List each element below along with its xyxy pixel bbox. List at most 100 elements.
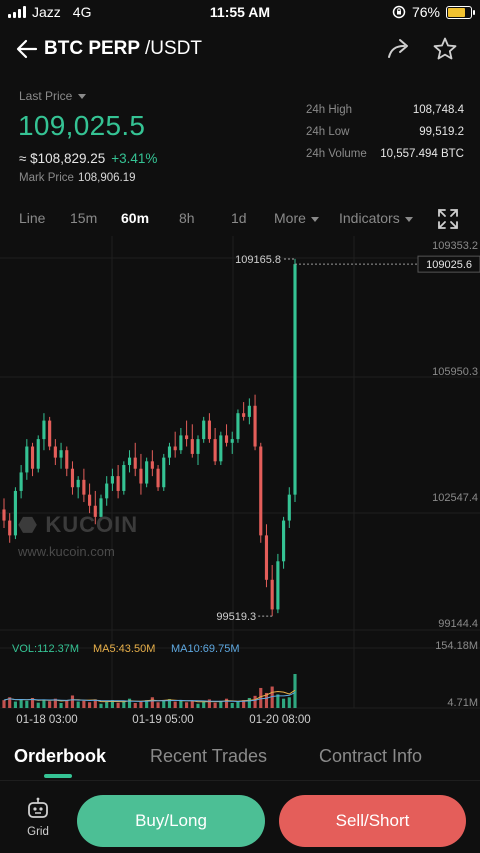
volume-bar	[48, 701, 52, 708]
candle-body	[99, 498, 103, 517]
candle-body	[185, 435, 189, 440]
stat-row: 24h Volume 10,557.494 BTC	[306, 148, 464, 170]
grid-button[interactable]: Grid	[16, 796, 60, 838]
vol-axis-max-label: 154.18M	[435, 640, 478, 652]
pair-title[interactable]: BTC PERP /USDT	[44, 38, 202, 60]
low-marker-label: 99519.3	[216, 611, 256, 623]
tab-line[interactable]: Line	[19, 210, 46, 226]
last-price: 109,025.5	[18, 110, 146, 141]
grid-label: Grid	[27, 826, 49, 838]
candle-body	[202, 420, 206, 440]
candle-body	[264, 535, 269, 580]
mark-price-row: Mark Price 108,906.19	[19, 172, 136, 184]
stat-row: 24h Low 99,519.2	[306, 126, 464, 148]
candle-body	[25, 446, 29, 473]
volume-bar	[8, 697, 12, 708]
volume-bar	[190, 700, 194, 708]
candle-body	[13, 490, 17, 536]
ma5-label: MA5:43.50M	[93, 643, 155, 655]
volume-bar	[145, 700, 149, 708]
x-axis-tick-label: 01-20 08:00	[249, 714, 310, 726]
tab-8h[interactable]: 8h	[179, 210, 195, 226]
stat-value: 10,557.494 BTC	[380, 148, 464, 160]
price-approx-row: ≈ $108,829.25 +3.41%	[19, 151, 157, 166]
candle-body	[150, 461, 154, 469]
candle-body	[247, 405, 251, 417]
stat-value: 99,519.2	[419, 126, 464, 138]
candle-body	[145, 461, 149, 484]
stat-label: 24h High	[306, 104, 353, 116]
stat-row: 24h High 108,748.4	[306, 104, 464, 126]
candle-body	[224, 435, 229, 443]
tab-60m[interactable]: 60m	[121, 210, 150, 226]
candle-body	[8, 520, 12, 536]
candle-body	[105, 483, 109, 499]
x-axis-tick-label: 01-18 03:00	[16, 714, 77, 726]
candle-body	[70, 468, 75, 488]
candle-body	[116, 476, 120, 491]
y-axis-tick-label: 105950.3	[432, 366, 478, 378]
caret-down-icon	[310, 216, 319, 222]
tab-1d[interactable]: 1d	[231, 210, 247, 226]
volume-bar	[293, 674, 297, 708]
tab-recent-trades[interactable]: Recent Trades	[150, 746, 268, 766]
candle-body	[59, 450, 63, 458]
stat-label: 24h Volume	[306, 148, 367, 160]
more-label: More	[274, 210, 306, 226]
volume-bar	[179, 700, 183, 708]
volume-bar	[236, 701, 240, 708]
volume-bar	[19, 699, 23, 708]
volume-bar	[270, 686, 274, 708]
volume-bar	[76, 701, 80, 708]
volume-bar	[42, 699, 46, 708]
volume-bar	[53, 698, 57, 708]
volume-bar	[196, 703, 200, 708]
share-icon[interactable]	[386, 36, 412, 62]
candle-body	[167, 446, 172, 458]
candle-body	[207, 420, 211, 440]
more-dropdown[interactable]: More	[274, 210, 319, 226]
fullscreen-icon[interactable]	[436, 207, 460, 231]
volume-bar	[59, 702, 63, 708]
vol-label: VOL:112.37M	[12, 643, 79, 655]
volume-bar	[259, 687, 263, 708]
back-arrow-icon[interactable]	[14, 36, 40, 62]
stat-value: 108,748.4	[412, 104, 464, 116]
last-price-selector[interactable]: Last Price	[19, 89, 87, 103]
robot-icon	[28, 797, 48, 818]
volume-bar	[139, 701, 143, 708]
battery-percent: 76%	[411, 4, 440, 20]
indicators-dropdown[interactable]: Indicators	[339, 210, 413, 226]
price-change: +3.41%	[111, 151, 158, 166]
candle-body	[213, 439, 217, 462]
volume-bar	[30, 697, 35, 708]
y-axis-tick-label: 99144.4	[438, 618, 478, 630]
sell-short-button[interactable]: Sell/Short	[279, 795, 466, 847]
volume-bar	[2, 700, 6, 708]
stat-label: 24h Low	[306, 126, 350, 138]
volume-bar	[156, 702, 160, 708]
tab-15m[interactable]: 15m	[70, 210, 98, 226]
x-axis-tick-label: 01-19 05:00	[132, 714, 193, 726]
candle-body	[259, 446, 263, 536]
vol-axis-min-label: 4.71M	[447, 697, 478, 709]
volume-bar	[36, 702, 40, 708]
candle-body	[36, 439, 40, 469]
ma10-line	[3, 692, 296, 703]
candlestick-chart[interactable]: 109353.2 105950.3 102547.4 99144.4 109165.8 9…	[0, 236, 480, 726]
favorite-star-icon[interactable]	[432, 36, 458, 62]
clock: 11:55 AM	[209, 4, 271, 20]
buy-long-button[interactable]: Buy/Long	[77, 795, 265, 847]
candle-body	[230, 439, 234, 443]
signal-icon	[8, 6, 26, 18]
tab-contract-info[interactable]: Contract Info	[319, 746, 423, 766]
volume-bar	[162, 700, 166, 708]
volume-bar	[185, 702, 189, 708]
volume-bar	[99, 703, 103, 708]
y-axis-tick-label: 102547.4	[432, 492, 478, 504]
volume-bar	[65, 700, 69, 708]
candle-body	[76, 479, 80, 488]
tab-orderbook[interactable]: Orderbook	[14, 746, 107, 766]
candle-body	[287, 494, 291, 521]
volume-bar	[207, 699, 211, 708]
